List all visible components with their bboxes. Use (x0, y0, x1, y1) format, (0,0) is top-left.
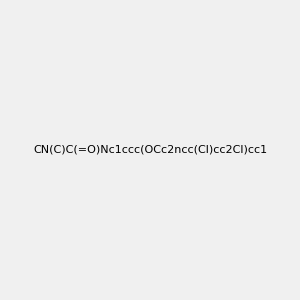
Text: CN(C)C(=O)Nc1ccc(OCc2ncc(Cl)cc2Cl)cc1: CN(C)C(=O)Nc1ccc(OCc2ncc(Cl)cc2Cl)cc1 (33, 145, 267, 155)
